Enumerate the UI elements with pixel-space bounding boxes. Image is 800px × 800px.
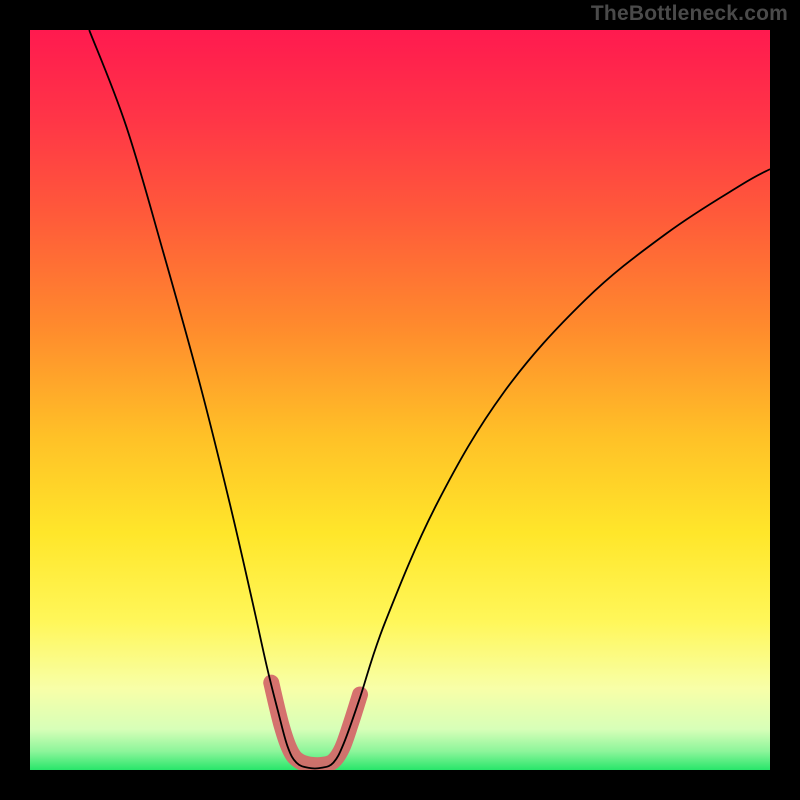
bottleneck-chart (0, 0, 800, 800)
watermark-text: TheBottleneck.com (591, 2, 788, 26)
plot-background (30, 30, 770, 770)
chart-frame: TheBottleneck.com (0, 0, 800, 800)
